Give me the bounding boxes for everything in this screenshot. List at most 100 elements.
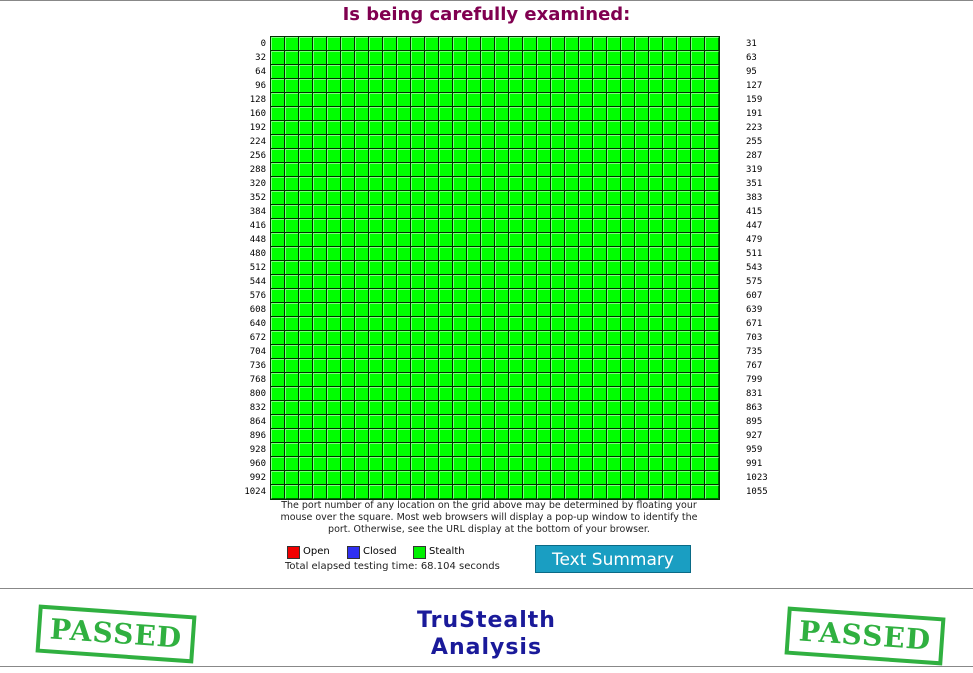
port-cell[interactable] xyxy=(340,36,356,52)
port-cell[interactable] xyxy=(368,484,384,500)
port-cell[interactable] xyxy=(284,92,300,108)
port-cell[interactable] xyxy=(620,484,636,500)
port-cell[interactable] xyxy=(284,288,300,304)
port-cell[interactable] xyxy=(690,78,706,94)
port-cell[interactable] xyxy=(452,218,468,234)
port-cell[interactable] xyxy=(368,288,384,304)
port-cell[interactable] xyxy=(690,148,706,164)
port-cell[interactable] xyxy=(410,204,426,220)
port-cell[interactable] xyxy=(382,372,398,388)
port-cell[interactable] xyxy=(382,106,398,122)
port-cell[interactable] xyxy=(466,120,482,136)
port-cell[interactable] xyxy=(676,148,692,164)
port-cell[interactable] xyxy=(452,428,468,444)
port-cell[interactable] xyxy=(326,246,342,262)
port-cell[interactable] xyxy=(620,316,636,332)
port-cell[interactable] xyxy=(704,162,720,178)
port-cell[interactable] xyxy=(578,204,594,220)
port-cell[interactable] xyxy=(298,274,314,290)
port-cell[interactable] xyxy=(634,50,650,66)
port-cell[interactable] xyxy=(550,218,566,234)
port-cell[interactable] xyxy=(326,358,342,374)
port-cell[interactable] xyxy=(690,330,706,346)
port-cell[interactable] xyxy=(396,484,412,500)
port-cell[interactable] xyxy=(354,36,370,52)
port-cell[interactable] xyxy=(592,274,608,290)
port-cell[interactable] xyxy=(564,232,580,248)
port-cell[interactable] xyxy=(564,64,580,80)
port-cell[interactable] xyxy=(522,302,538,318)
port-cell[interactable] xyxy=(438,218,454,234)
port-cell[interactable] xyxy=(382,176,398,192)
port-cell[interactable] xyxy=(312,470,328,486)
port-cell[interactable] xyxy=(466,92,482,108)
port-cell[interactable] xyxy=(662,456,678,472)
port-cell[interactable] xyxy=(298,372,314,388)
port-cell[interactable] xyxy=(466,484,482,500)
port-cell[interactable] xyxy=(606,372,622,388)
port-cell[interactable] xyxy=(690,36,706,52)
port-cell[interactable] xyxy=(704,330,720,346)
port-cell[interactable] xyxy=(690,400,706,416)
port-cell[interactable] xyxy=(340,428,356,444)
port-cell[interactable] xyxy=(326,204,342,220)
port-cell[interactable] xyxy=(648,470,664,486)
port-cell[interactable] xyxy=(592,218,608,234)
port-cell[interactable] xyxy=(676,414,692,430)
port-cell[interactable] xyxy=(522,64,538,80)
port-cell[interactable] xyxy=(592,330,608,346)
port-cell[interactable] xyxy=(690,484,706,500)
port-cell[interactable] xyxy=(564,442,580,458)
port-cell[interactable] xyxy=(620,36,636,52)
port-cell[interactable] xyxy=(340,148,356,164)
port-cell[interactable] xyxy=(354,456,370,472)
port-cell[interactable] xyxy=(424,204,440,220)
port-cell[interactable] xyxy=(564,470,580,486)
port-cell[interactable] xyxy=(298,204,314,220)
port-cell[interactable] xyxy=(480,274,496,290)
port-cell[interactable] xyxy=(634,120,650,136)
port-cell[interactable] xyxy=(368,372,384,388)
port-cell[interactable] xyxy=(550,484,566,500)
port-cell[interactable] xyxy=(620,190,636,206)
port-cell[interactable] xyxy=(578,134,594,150)
port-cell[interactable] xyxy=(424,344,440,360)
port-cell[interactable] xyxy=(466,106,482,122)
port-cell[interactable] xyxy=(634,288,650,304)
port-cell[interactable] xyxy=(620,330,636,346)
port-cell[interactable] xyxy=(298,232,314,248)
port-cell[interactable] xyxy=(298,484,314,500)
port-cell[interactable] xyxy=(676,386,692,402)
port-cell[interactable] xyxy=(424,442,440,458)
port-cell[interactable] xyxy=(354,442,370,458)
port-cell[interactable] xyxy=(620,64,636,80)
port-cell[interactable] xyxy=(326,344,342,360)
port-cell[interactable] xyxy=(508,120,524,136)
port-cell[interactable] xyxy=(536,176,552,192)
port-cell[interactable] xyxy=(508,204,524,220)
port-cell[interactable] xyxy=(396,358,412,374)
port-cell[interactable] xyxy=(424,162,440,178)
port-cell[interactable] xyxy=(312,78,328,94)
port-cell[interactable] xyxy=(326,176,342,192)
port-cell[interactable] xyxy=(676,78,692,94)
port-cell[interactable] xyxy=(340,400,356,416)
port-cell[interactable] xyxy=(326,162,342,178)
port-cell[interactable] xyxy=(508,414,524,430)
port-cell[interactable] xyxy=(396,64,412,80)
port-cell[interactable] xyxy=(298,50,314,66)
port-cell[interactable] xyxy=(676,358,692,374)
port-cell[interactable] xyxy=(676,50,692,66)
port-cell[interactable] xyxy=(648,120,664,136)
port-cell[interactable] xyxy=(424,414,440,430)
port-cell[interactable] xyxy=(382,148,398,164)
port-cell[interactable] xyxy=(564,274,580,290)
port-cell[interactable] xyxy=(592,386,608,402)
port-cell[interactable] xyxy=(508,50,524,66)
port-cell[interactable] xyxy=(508,400,524,416)
port-cell[interactable] xyxy=(690,218,706,234)
port-cell[interactable] xyxy=(410,400,426,416)
port-cell[interactable] xyxy=(452,400,468,416)
port-cell[interactable] xyxy=(620,288,636,304)
port-cell[interactable] xyxy=(578,428,594,444)
